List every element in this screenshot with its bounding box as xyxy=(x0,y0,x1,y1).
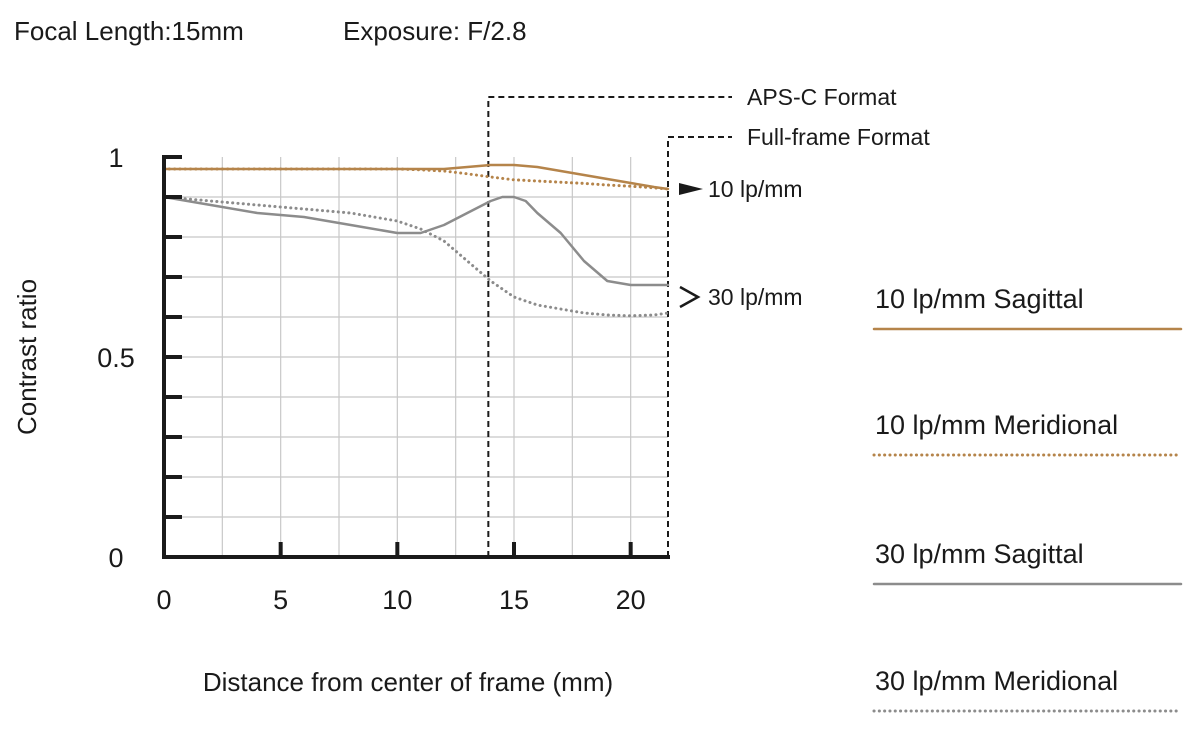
series-line-1 xyxy=(162,163,670,191)
x-tick-labels: 0 5 10 15 20 xyxy=(156,585,645,615)
format-marker-label: Full-frame Format xyxy=(747,124,930,150)
format-marker-label: APS-C Format xyxy=(747,84,897,110)
axes xyxy=(162,155,670,559)
series-line-3 xyxy=(162,195,670,287)
x-axis-title: Distance from center of frame (mm) xyxy=(203,667,613,697)
series-line-4 xyxy=(162,195,670,318)
x-tick-label: 0 xyxy=(156,585,171,615)
bracket-marker-30lpmm xyxy=(679,285,701,309)
y-tick-label: 0.5 xyxy=(97,343,135,373)
frequency-labels: 10 lp/mm 30 lp/mm xyxy=(679,176,803,310)
frequency-label: 30 lp/mm xyxy=(708,284,803,310)
y-tick-label: 1 xyxy=(108,143,123,173)
focal-length-text: Focal Length:15mm xyxy=(14,16,244,46)
y-tick-labels: 00.51 xyxy=(97,143,135,573)
series-lines xyxy=(162,163,670,318)
series-line-2 xyxy=(162,167,670,191)
legend-label: 10 lp/mm Meridional xyxy=(875,410,1118,440)
legend-label: 30 lp/mm Meridional xyxy=(875,666,1118,696)
exposure-text: Exposure: F/2.8 xyxy=(343,16,527,46)
x-tick-label: 15 xyxy=(499,585,529,615)
frequency-label: 10 lp/mm xyxy=(708,176,803,202)
format-markers: APS-C Format Full-frame Format xyxy=(487,84,930,557)
x-tick-label: 5 xyxy=(273,585,288,615)
legend-label: 30 lp/mm Sagittal xyxy=(875,539,1084,569)
y-tick-label: 0 xyxy=(108,543,123,573)
arrow-marker-10lpmm xyxy=(679,183,703,195)
y-axis-title: Contrast ratio xyxy=(12,279,42,435)
legend: 10 lp/mm Sagittal 10 lp/mm Meridional 30 l… xyxy=(872,284,1183,713)
x-tick-label: 20 xyxy=(616,585,646,615)
x-tick-label: 10 xyxy=(382,585,412,615)
legend-label: 10 lp/mm Sagittal xyxy=(875,284,1084,314)
grid xyxy=(164,157,668,557)
